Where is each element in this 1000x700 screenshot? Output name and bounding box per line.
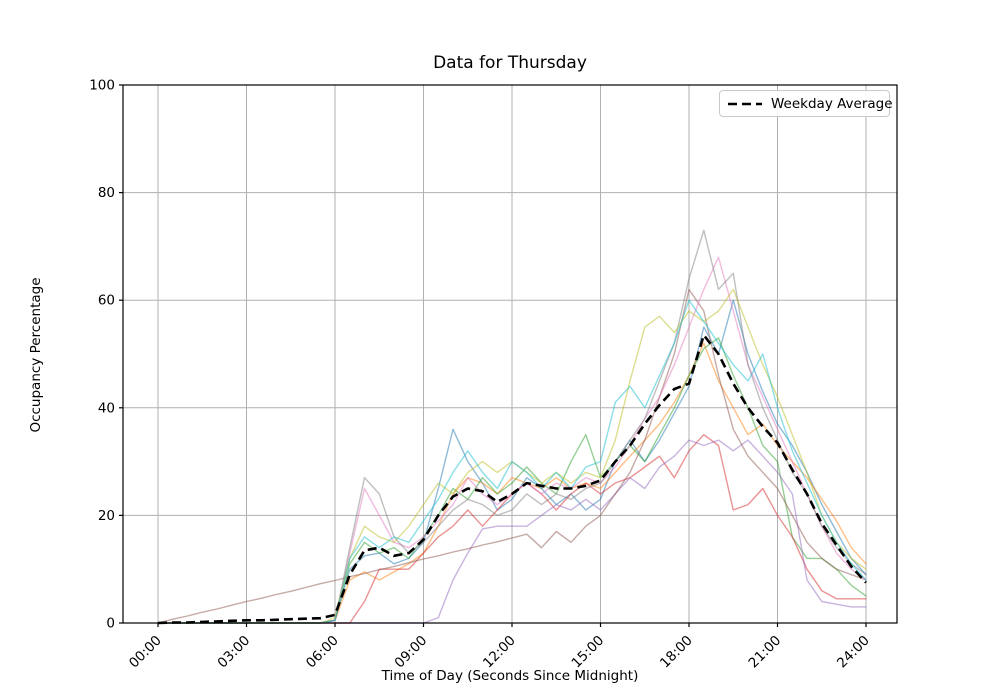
average-line (157, 333, 867, 625)
legend-entry-label: Weekday Average (771, 95, 893, 112)
y-tick-label: 80 (98, 185, 115, 201)
y-tick-label: 100 (89, 78, 115, 94)
axes-spines (122, 84, 898, 624)
y-tick-label: 40 (98, 400, 115, 416)
x-tick-label: 06:00 (303, 633, 342, 672)
y-tick-label: 20 (98, 508, 115, 524)
legend: Weekday Average (719, 90, 893, 117)
x-tick-label: 12:00 (480, 633, 519, 672)
legend-dashed-line-sample (728, 102, 762, 105)
chart-title: Data for Thursday (433, 53, 587, 73)
y-tick-label: 0 (106, 616, 115, 632)
x-tick-label: 15:00 (569, 633, 608, 672)
x-tick-label: 00:00 (126, 633, 165, 672)
y-axis-label: Occupancy Percentage (28, 277, 44, 433)
day-brown (157, 288, 867, 624)
x-tick-label: 03:00 (215, 633, 254, 672)
x-tick-label: 24:00 (834, 633, 873, 672)
x-tick-label: 21:00 (746, 633, 785, 672)
x-tick-label: 18:00 (657, 633, 696, 672)
x-tick-label: 09:00 (392, 633, 431, 672)
x-axis-label: Time of Day (Seconds Since Midnight) (381, 668, 639, 684)
y-tick-label: 60 (98, 293, 115, 309)
